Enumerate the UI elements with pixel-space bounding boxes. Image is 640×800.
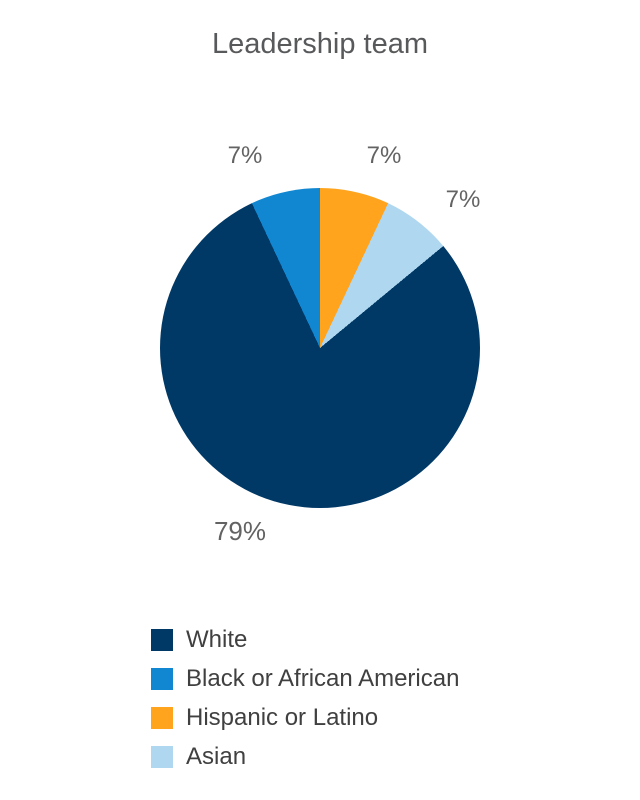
legend-label-white: White [186, 626, 248, 653]
slice-label-white: 79% [213, 516, 267, 546]
legend-swatch-asian [151, 746, 173, 768]
legend-item-asian: Asian [151, 743, 459, 771]
slice-label-black-or-african-american: 7% [227, 142, 263, 169]
legend-item-hispanic-or-latino: Hispanic or Latino [151, 704, 459, 732]
legend-swatch-white [151, 629, 173, 651]
legend-label-black-or-african-american: Black or African American [186, 665, 460, 692]
chart-title: Leadership team [211, 28, 429, 60]
legend-label-hispanic-or-latino: Hispanic or Latino [186, 704, 379, 731]
legend-swatch-black-or-african-american [151, 668, 173, 690]
legend-label-asian: Asian [186, 743, 247, 770]
chart-legend: White Black or African American Hispanic… [151, 626, 459, 782]
legend-swatch-hispanic-or-latino [151, 707, 173, 729]
slice-label-hispanic-or-latino: 7% [366, 142, 402, 169]
legend-item-white: White [151, 626, 459, 654]
slice-label-asian: 7% [445, 186, 481, 213]
pie-chart [160, 188, 480, 508]
legend-item-black-or-african-american: Black or African American [151, 665, 459, 693]
